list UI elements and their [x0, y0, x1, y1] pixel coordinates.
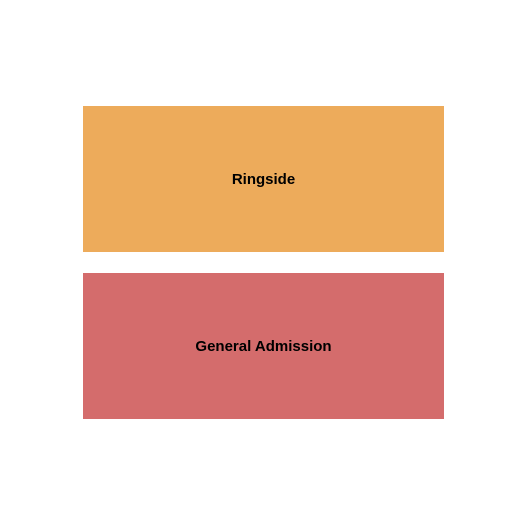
seating-section-general-admission[interactable]: General Admission: [83, 273, 444, 419]
section-label: General Admission: [195, 338, 331, 355]
seating-section-ringside[interactable]: Ringside: [83, 106, 444, 252]
section-label: Ringside: [232, 171, 295, 188]
